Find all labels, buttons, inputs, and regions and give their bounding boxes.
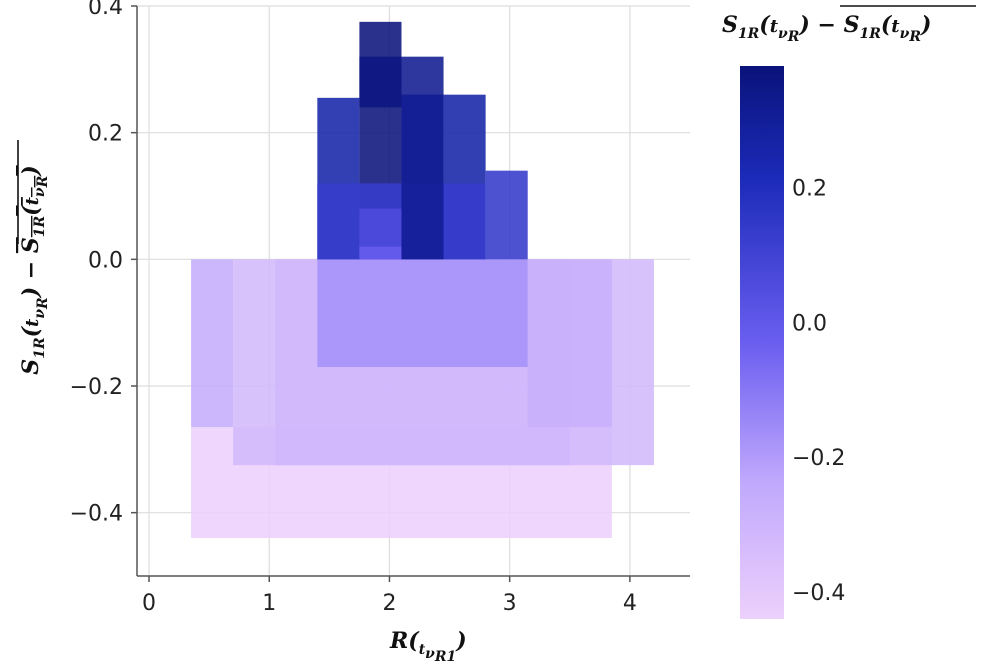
colorbar-tick-label: 0.2 bbox=[792, 176, 827, 201]
colorbar-tick-label: 0.0 bbox=[792, 311, 827, 336]
x-tick-labels: 0 1 2 3 4 bbox=[142, 591, 637, 616]
y-tick-labels: −0.4 −0.2 0.0 0.2 0.4 bbox=[70, 0, 123, 527]
x-tick-label: 0 bbox=[142, 591, 156, 616]
x-axis-title: R(tνR1) bbox=[389, 628, 467, 665]
y-tick-label: 0.0 bbox=[88, 248, 123, 273]
heatmap-cell bbox=[317, 259, 528, 367]
svg-text:S1R(tνR) − S1R(tνR): S1R(tνR) − S1R(tνR) bbox=[18, 165, 51, 374]
heatmap-cell bbox=[401, 94, 444, 260]
colorbar-tick-labels: −0.4 −0.2 0.0 0.2 bbox=[792, 176, 845, 606]
y-tick-label: −0.4 bbox=[70, 502, 123, 527]
colorbar-title: S1R(tνR) − S1R(tνR) bbox=[722, 12, 931, 45]
x-tick-label: 4 bbox=[623, 591, 637, 616]
axes bbox=[131, 5, 690, 582]
colorbar-tick-label: −0.2 bbox=[792, 446, 845, 471]
x-tick-label: 3 bbox=[503, 591, 517, 616]
heatmap-cell bbox=[359, 56, 402, 108]
y-tick-label: 0.4 bbox=[88, 0, 123, 20]
colorbar-tick-label: −0.4 bbox=[792, 581, 845, 606]
x-tick-label: 2 bbox=[382, 591, 396, 616]
heatmap-cell bbox=[527, 259, 612, 428]
colorbar-gradient bbox=[740, 66, 784, 619]
y-axis-title: S1R(tνR) − S1R(tνR) bbox=[17, 140, 51, 375]
y-tick-label: 0.2 bbox=[88, 122, 123, 147]
heatmap-cell bbox=[191, 259, 234, 428]
y-tick-label: −0.2 bbox=[70, 375, 123, 400]
heatmap-cell bbox=[485, 170, 528, 260]
colorbar: −0.4 −0.2 0.0 0.2 S1R(tνR) − S1R(tνR) bbox=[722, 5, 976, 619]
heatmap-cells bbox=[191, 21, 654, 538]
heatmap-cell bbox=[359, 246, 402, 260]
x-tick-label: 1 bbox=[262, 591, 276, 616]
